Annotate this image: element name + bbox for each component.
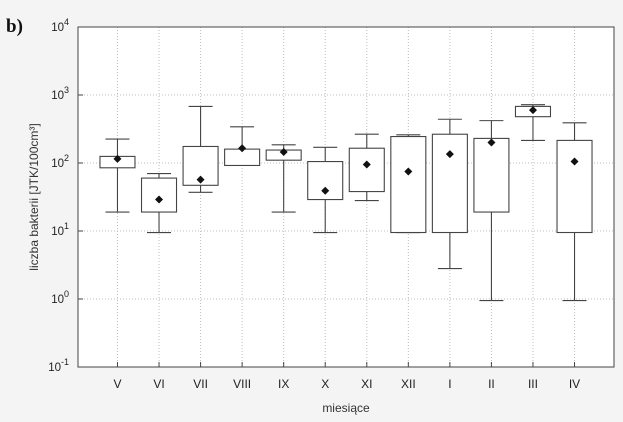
mean-marker [279, 148, 288, 157]
y-tick-exponent: 4 [64, 17, 69, 27]
x-tick-label: II [488, 377, 495, 391]
y-tick-label: 103 [51, 85, 69, 102]
mean-marker [155, 195, 164, 204]
x-tick-label: III [528, 377, 538, 391]
box-V [99, 138, 136, 213]
y-tick-exponent: 3 [64, 85, 69, 95]
y-tick-label: 10-1 [48, 357, 69, 374]
box-series [99, 104, 593, 302]
plot-frame [77, 26, 615, 368]
mean-marker [404, 167, 413, 176]
mean-marker [238, 144, 247, 153]
box-XI [348, 133, 385, 202]
y-tick-label: 101 [51, 221, 69, 238]
y-tick-base: 10 [51, 294, 64, 306]
y-tick-label: 102 [51, 153, 69, 170]
box-iqr [348, 147, 385, 193]
x-tick-label: V [113, 377, 121, 391]
box-VIII [224, 126, 261, 167]
box-iqr [431, 133, 468, 234]
x-axis-ticks: V VI VII VIII IX X XI XII I II III IV [113, 362, 580, 391]
x-tick-label: IV [569, 377, 580, 391]
y-tick-base: 10 [48, 362, 61, 374]
x-tick-label: XII [401, 377, 416, 391]
y-tick-label: 104 [51, 17, 69, 34]
mean-marker [362, 160, 371, 169]
x-axis-label: miesiące [322, 401, 370, 415]
y-axis-label: liczba bakterii [JTK/100cm³] [27, 123, 41, 270]
box-XII [390, 134, 427, 234]
y-tick-base: 10 [51, 158, 64, 170]
box-iqr [473, 137, 510, 213]
y-tick-exponent: 1 [64, 221, 69, 231]
x-tick-label: VIII [233, 377, 251, 391]
box-IX [265, 144, 302, 213]
y-tick-base: 10 [51, 226, 64, 238]
panel-label: b) [6, 16, 23, 37]
y-tick-base: 10 [51, 22, 64, 34]
y-tick-exponent: -1 [61, 357, 69, 367]
mean-marker [570, 157, 579, 166]
x-tick-label: IX [278, 377, 289, 391]
box-II [473, 120, 510, 302]
box-IV [556, 122, 593, 302]
mean-marker [113, 154, 122, 163]
mean-marker [528, 106, 537, 115]
y-tick-base: 10 [51, 90, 64, 102]
y-tick-exponent: 2 [64, 153, 69, 163]
mean-marker [196, 175, 205, 184]
x-tick-label: VII [193, 377, 208, 391]
box-iqr [390, 135, 427, 234]
box-iqr [140, 177, 178, 213]
x-tick-label: I [448, 377, 451, 391]
box-III [514, 104, 552, 141]
x-tick-label: X [321, 377, 329, 391]
y-tick-label: 100 [51, 289, 69, 306]
box-VII [182, 105, 219, 193]
mean-marker [487, 138, 496, 147]
x-tick-label: VI [153, 377, 164, 391]
box-VI [140, 172, 178, 234]
box-X [307, 146, 344, 234]
box-I [431, 118, 468, 270]
box-iqr [556, 139, 593, 234]
mean-marker [445, 150, 454, 159]
mean-marker [321, 186, 330, 195]
y-tick-exponent: 0 [64, 289, 69, 299]
x-tick-label: XI [361, 377, 372, 391]
